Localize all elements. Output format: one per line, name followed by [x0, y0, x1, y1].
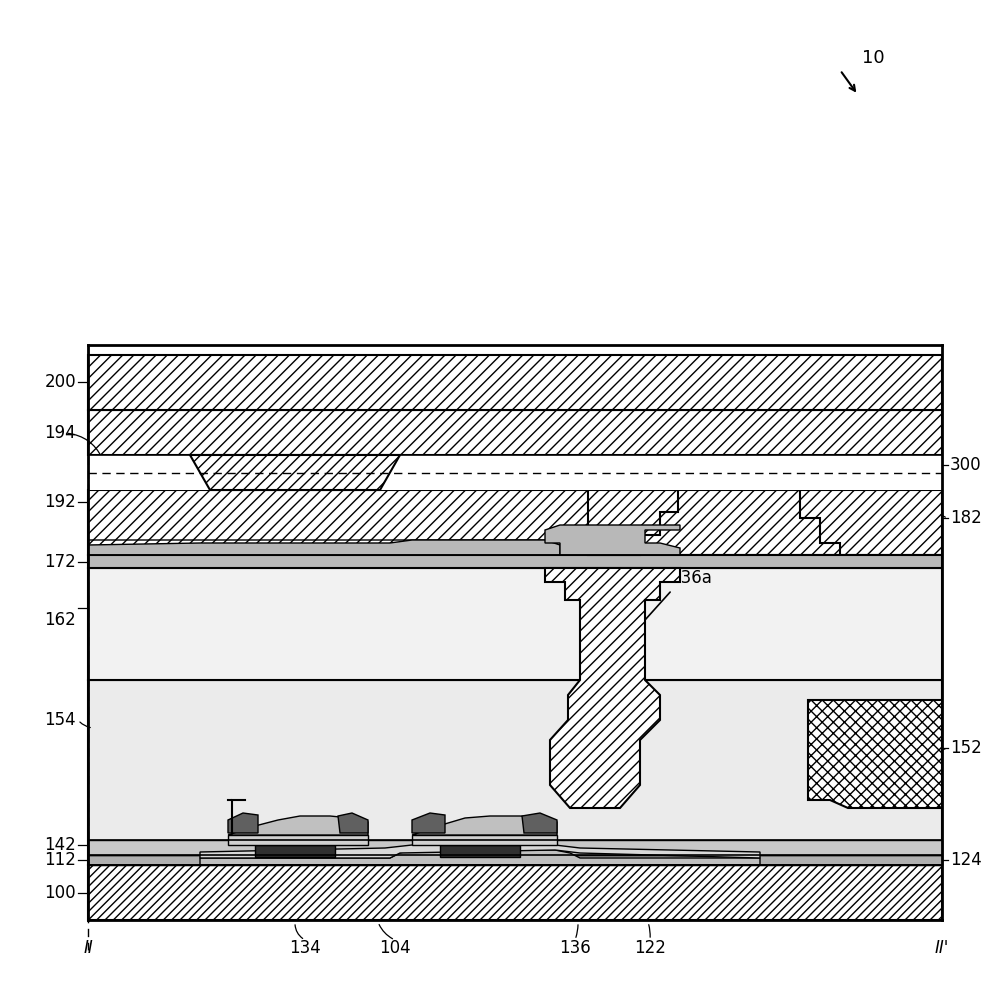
Text: 112: 112 [44, 851, 76, 869]
Polygon shape [522, 813, 557, 833]
Text: 134: 134 [289, 939, 321, 957]
Text: 104: 104 [379, 939, 411, 957]
Polygon shape [545, 568, 680, 808]
Text: 142: 142 [44, 836, 76, 854]
Polygon shape [412, 813, 445, 833]
Text: 192: 192 [44, 493, 76, 511]
Text: 152: 152 [950, 739, 982, 757]
Text: 136: 136 [559, 939, 591, 957]
Polygon shape [88, 540, 560, 555]
Bar [88, 680, 942, 865]
Bar [88, 410, 942, 455]
Text: 172: 172 [44, 553, 76, 571]
Text: 200: 200 [44, 373, 76, 391]
Polygon shape [200, 845, 760, 858]
Bar [88, 490, 942, 555]
Bar [88, 855, 942, 865]
Polygon shape [228, 813, 258, 833]
Polygon shape [200, 850, 760, 865]
Bar [228, 835, 368, 845]
Text: 300: 300 [950, 456, 982, 474]
Bar [88, 840, 942, 855]
Bar [412, 835, 557, 845]
Text: 154: 154 [44, 711, 76, 729]
Bar [88, 865, 942, 920]
Bar [255, 845, 335, 857]
Text: 194: 194 [44, 424, 76, 442]
Bar [88, 568, 942, 680]
Polygon shape [588, 490, 678, 555]
Bar [440, 845, 520, 857]
Text: II: II [83, 939, 93, 957]
Polygon shape [412, 816, 557, 835]
Polygon shape [808, 700, 942, 808]
Text: 136a: 136a [670, 569, 712, 587]
Text: II': II' [935, 939, 949, 957]
Polygon shape [338, 813, 368, 833]
Text: 10: 10 [862, 49, 885, 67]
Text: 124: 124 [950, 851, 982, 869]
Text: 182: 182 [950, 509, 982, 527]
Polygon shape [190, 455, 400, 490]
Bar [88, 555, 942, 568]
Polygon shape [228, 816, 368, 835]
Bar [88, 355, 942, 410]
Text: 100: 100 [44, 884, 76, 902]
Text: 162: 162 [44, 611, 76, 629]
Text: 122: 122 [634, 939, 666, 957]
Bar [88, 455, 942, 490]
Polygon shape [545, 525, 680, 555]
Polygon shape [88, 540, 560, 555]
Polygon shape [800, 490, 942, 555]
